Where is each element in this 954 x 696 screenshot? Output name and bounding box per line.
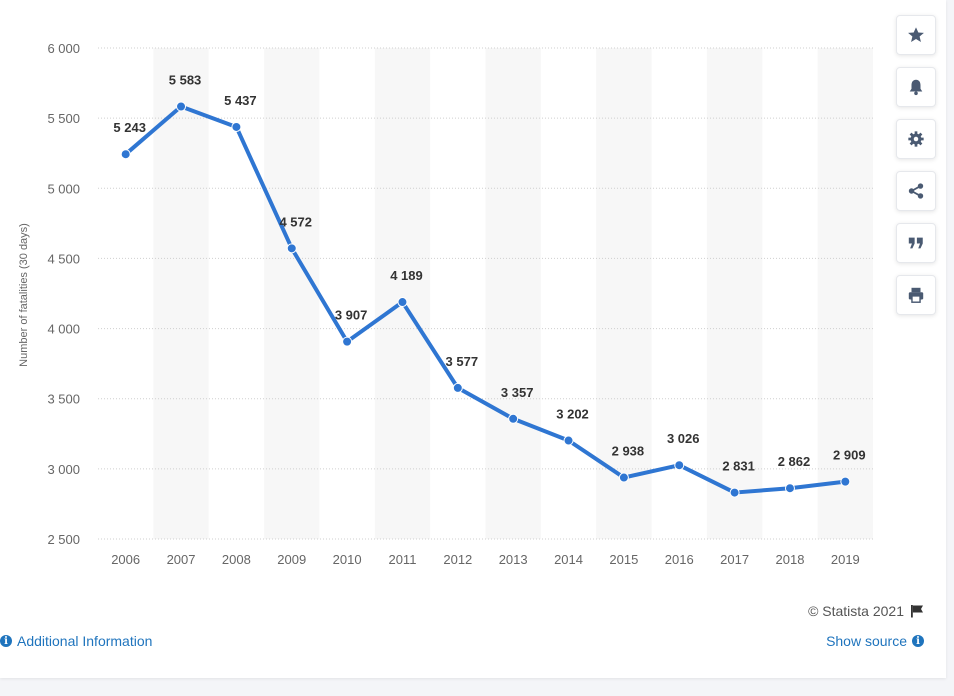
info-icon: i: [0, 635, 12, 647]
y-axis-title: Number of fatalities (30 days): [18, 223, 30, 367]
band: [485, 48, 541, 539]
credit-text: © Statista 2021: [808, 603, 904, 619]
y-tick-label: 3 500: [47, 392, 80, 407]
data-label: 2 938: [612, 444, 645, 459]
y-tick-label: 3 000: [47, 462, 80, 477]
share-button[interactable]: [896, 171, 936, 211]
band: [817, 48, 873, 539]
data-label: 2 862: [778, 454, 811, 469]
data-point: [120, 149, 131, 160]
print-button[interactable]: [896, 275, 936, 315]
band: [706, 48, 763, 539]
data-point: [231, 121, 242, 132]
additional-information-link[interactable]: i Additional Information: [0, 633, 152, 649]
data-point: [397, 297, 408, 308]
alternating-bands: [153, 48, 873, 539]
x-axis-ticks: 2006 2007 2008 2009 2010 2011 2012 2013 2014 2015…: [111, 552, 860, 567]
data-point: [452, 382, 463, 393]
data-label: 5 437: [224, 93, 257, 108]
data-point: [840, 476, 851, 487]
data-label: 3 907: [335, 308, 368, 323]
data-label: 5 243: [113, 120, 146, 135]
statista-credit[interactable]: © Statista 2021: [808, 603, 924, 619]
band: [153, 48, 209, 539]
series-line: [124, 104, 846, 495]
y-tick-label: 5 000: [47, 181, 80, 196]
data-point: [286, 243, 297, 254]
y-tick-label: 2 500: [47, 532, 80, 547]
y-tick-label: 5 500: [47, 111, 80, 126]
toolbar: [896, 15, 938, 327]
data-point: [674, 460, 685, 471]
x-tick-label: 2013: [499, 552, 528, 567]
band: [596, 48, 652, 539]
data-point: [176, 101, 187, 112]
settings-button[interactable]: [896, 119, 936, 159]
band: [374, 48, 431, 539]
data-point: [508, 413, 519, 424]
info-icon: i: [912, 635, 924, 647]
data-label: 2 831: [722, 459, 755, 474]
favorite-button[interactable]: [896, 15, 936, 55]
x-tick-label: 2012: [443, 552, 472, 567]
x-tick-label: 2009: [277, 552, 306, 567]
band: [264, 48, 320, 539]
y-tick-label: 4 000: [47, 322, 80, 337]
x-tick-label: 2017: [720, 552, 749, 567]
data-label: 3 026: [667, 431, 700, 446]
gridlines: [98, 47, 873, 540]
y-axis-ticks: 2 500 3 000 3 500 4 000 4 500 5 000 5 500 6 000: [47, 41, 80, 547]
show-source-label: Show source: [826, 633, 907, 649]
data-label: 3 357: [501, 385, 534, 400]
data-point: [618, 472, 629, 483]
data-label: 5 583: [169, 72, 202, 87]
share-icon: [908, 183, 924, 199]
bell-icon: [909, 79, 923, 96]
data-label: 4 572: [279, 214, 312, 229]
show-source-link[interactable]: Show source i: [826, 633, 924, 649]
x-tick-label: 2007: [167, 552, 196, 567]
data-point: [729, 487, 740, 498]
x-tick-label: 2011: [388, 552, 416, 567]
data-label: 4 189: [390, 268, 423, 283]
notification-button[interactable]: [896, 67, 936, 107]
data-label: 3 577: [446, 354, 479, 369]
x-tick-label: 2014: [554, 552, 583, 567]
line-chart: 2 500 3 000 3 500 4 000 4 500 5 000 5 500 6 000…: [18, 41, 873, 567]
data-labels: 5 243 5 583 5 437 4 572 3 907 4 189 3 577 3 357…: [113, 72, 865, 473]
chart-card: 2 500 3 000 3 500 4 000 4 500 5 000 5 500 6 000…: [0, 0, 946, 678]
print-icon: [908, 287, 924, 303]
cite-button[interactable]: [896, 223, 936, 263]
data-point: [784, 483, 795, 494]
x-tick-label: 2010: [333, 552, 362, 567]
data-points: [120, 101, 851, 498]
x-tick-label: 2019: [831, 552, 860, 567]
star-icon: [908, 27, 924, 43]
x-tick-label: 2006: [111, 552, 140, 567]
x-tick-label: 2015: [609, 552, 638, 567]
gear-icon: [908, 131, 924, 147]
data-point: [563, 435, 574, 446]
data-label: 3 202: [556, 407, 589, 422]
quote-icon: [908, 237, 923, 249]
flag-icon: [911, 605, 923, 618]
x-tick-label: 2008: [222, 552, 251, 567]
y-tick-label: 4 500: [47, 251, 80, 266]
additional-information-label: Additional Information: [17, 633, 153, 649]
data-point: [342, 336, 353, 347]
x-tick-label: 2016: [665, 552, 694, 567]
y-tick-label: 6 000: [47, 41, 80, 56]
x-tick-label: 2018: [776, 552, 805, 567]
data-label: 2 909: [833, 448, 866, 463]
